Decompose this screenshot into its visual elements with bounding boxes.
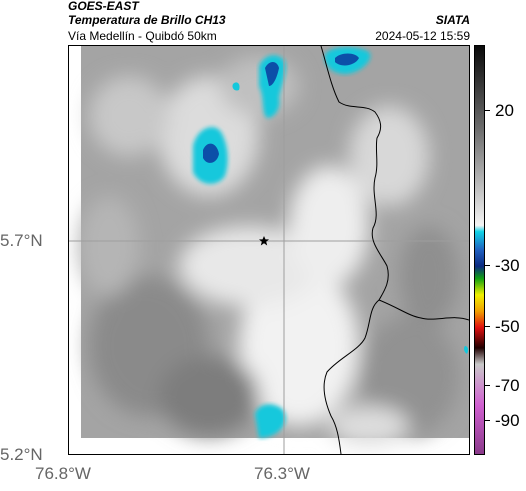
- grid-line: [69, 46, 469, 454]
- colorbar-label: -90: [495, 411, 520, 430]
- border-line: [378, 299, 469, 321]
- colorbar-tick: [485, 326, 490, 327]
- border-line: [320, 46, 389, 454]
- agency-title: GOES-EAST: [68, 0, 139, 13]
- colorbar-label: -30: [495, 256, 520, 275]
- star-marker: [259, 236, 269, 246]
- colorbar-gradient: [475, 46, 484, 454]
- datetime-label: 2024-05-12 15:59: [375, 29, 470, 43]
- colorbar: [474, 45, 485, 455]
- colorbar-tick: [485, 110, 490, 111]
- cloud-top-cold: [193, 47, 469, 438]
- map-canvas: [69, 46, 469, 454]
- colorbar-label: -70: [495, 376, 520, 395]
- colorbar-tick: [485, 265, 490, 266]
- colorbar-label: 20: [495, 101, 514, 120]
- lat-label: 5.2°N: [0, 445, 43, 464]
- lat-label: 5.7°N: [0, 231, 43, 250]
- region-subtitle: Vía Medellín - Quibdó 50km: [68, 29, 217, 43]
- colorbar-tick: [485, 385, 490, 386]
- source-label: SIATA: [435, 13, 470, 27]
- lon-label: 76.8°W: [35, 464, 91, 483]
- colorbar-label: -50: [495, 317, 520, 336]
- colorbar-tick: [485, 420, 490, 421]
- satellite-map: [68, 45, 470, 455]
- lon-label: 76.3°W: [254, 464, 310, 483]
- product-title: Temperatura de Brillo CH13: [68, 13, 226, 27]
